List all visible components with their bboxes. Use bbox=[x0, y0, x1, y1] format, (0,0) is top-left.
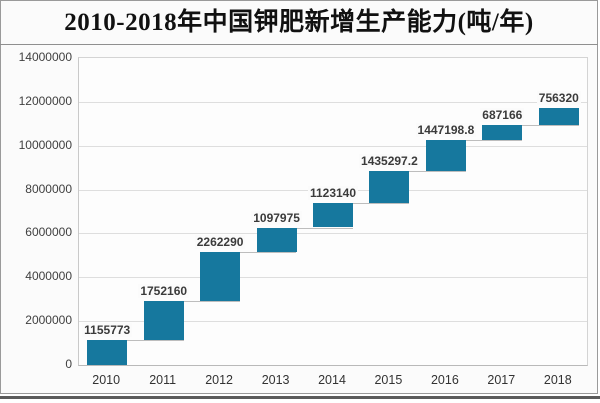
connector-2012 bbox=[200, 251, 297, 253]
x-tick-2016: 2016 bbox=[430, 373, 459, 387]
bottom-rule bbox=[0, 396, 600, 399]
x-tick-2014: 2014 bbox=[318, 373, 346, 387]
connector-2013 bbox=[256, 227, 353, 229]
bar-label-text: 1123140 bbox=[307, 185, 359, 200]
x-tick-2017: 2017 bbox=[487, 373, 516, 387]
bar-label-text: 1097975 bbox=[251, 210, 302, 225]
connector-2011 bbox=[143, 301, 241, 303]
bar-label-2013: 1097975 bbox=[232, 210, 322, 225]
connector-2017 bbox=[482, 124, 579, 126]
x-tick-2018: 2018 bbox=[543, 373, 572, 387]
y-tick-8000000: 8000000 bbox=[25, 181, 72, 196]
x-tick-2013: 2013 bbox=[261, 373, 290, 387]
gridline bbox=[79, 277, 587, 279]
bar-label-2018: 756320 bbox=[514, 91, 600, 106]
y-axis: 0 2000000 4000000 6000000 8000000 10000000 120… bbox=[0, 50, 72, 371]
plot-area: 1155773 1752160 2262290 1097975 1123140 14352… bbox=[78, 57, 588, 366]
bar-2012 bbox=[200, 251, 241, 302]
gridline bbox=[79, 321, 587, 323]
y-tick-2000000: 2000000 bbox=[25, 313, 72, 328]
bar-label-text: 756320 bbox=[536, 91, 581, 106]
bar-label-2017: 687166 bbox=[457, 107, 547, 122]
y-tick-4000000: 4000000 bbox=[25, 269, 72, 284]
y-tick-0: 0 bbox=[65, 357, 72, 371]
bar-2015 bbox=[369, 171, 410, 203]
bar-label-2010: 1155773 bbox=[62, 322, 152, 337]
x-tick-2011: 2011 bbox=[149, 373, 177, 387]
x-tick-2015: 2015 bbox=[374, 373, 403, 387]
bar-2016 bbox=[425, 139, 466, 172]
bar-2018 bbox=[538, 108, 579, 125]
bar-label-text: 1155773 bbox=[82, 322, 133, 337]
x-axis: 2010 2011 2012 2013 2014 2015 2016 2017 2018 bbox=[78, 373, 586, 391]
bar-label-2016: 1447198.8 bbox=[401, 122, 491, 137]
bar-label-2015: 1435297.2 bbox=[344, 154, 434, 169]
y-tick-12000000: 12000000 bbox=[18, 93, 72, 108]
x-tick-2012: 2012 bbox=[205, 373, 233, 387]
bar-2013 bbox=[256, 227, 297, 252]
y-tick-10000000: 10000000 bbox=[18, 137, 72, 152]
bar-label-text: 1752160 bbox=[138, 284, 190, 299]
bar-2011 bbox=[143, 301, 184, 340]
gridline bbox=[79, 101, 587, 103]
connector-2016 bbox=[425, 139, 523, 141]
chart-title: 2010-2018年中国钾肥新增生产能力(吨/年) bbox=[64, 9, 534, 36]
bar-2010 bbox=[87, 339, 128, 365]
connector-2010 bbox=[87, 339, 184, 341]
bar-label-text: 1447198.8 bbox=[415, 122, 477, 137]
bar-label-text: 1435297.2 bbox=[359, 154, 420, 169]
title-divider bbox=[0, 44, 598, 45]
connector-2015 bbox=[369, 171, 466, 173]
bar-label-2012: 2262290 bbox=[175, 234, 265, 249]
bar-label-2011: 1752160 bbox=[119, 284, 209, 299]
bar-2014 bbox=[313, 202, 353, 228]
x-tick-2010: 2010 bbox=[92, 373, 121, 387]
y-tick-14000000: 14000000 bbox=[18, 50, 72, 64]
y-tick-6000000: 6000000 bbox=[25, 225, 72, 240]
connector-2014 bbox=[313, 202, 410, 204]
bar-label-2014: 1123140 bbox=[288, 185, 378, 200]
bar-label-text: 687166 bbox=[480, 107, 525, 122]
gridline bbox=[79, 233, 587, 235]
bar-label-text: 2262290 bbox=[194, 234, 246, 249]
gridline bbox=[79, 145, 587, 147]
bar-2017 bbox=[482, 124, 523, 140]
